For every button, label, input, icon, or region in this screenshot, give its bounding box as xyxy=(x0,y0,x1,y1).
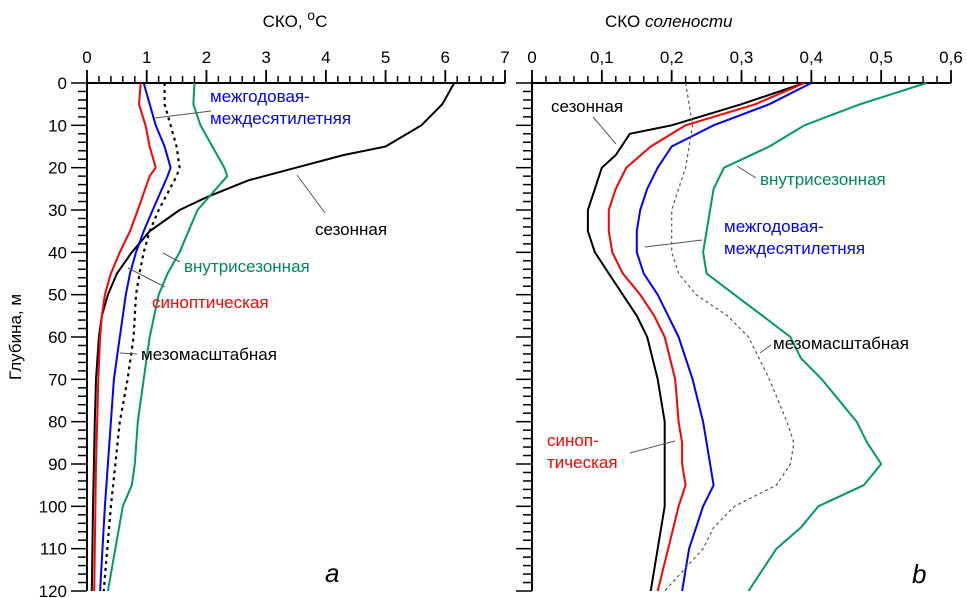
panel-a-temperature-std: СКО, оС 0 1 2 3 4 5 6 7 0 10 20 30 40 50 60 70 80 90 100 1… xyxy=(6,7,510,598)
y-tick-label: 70 xyxy=(48,370,67,389)
label-interannual-b-1: межгодовая- xyxy=(724,217,824,236)
label-seasonal-a: сезонная xyxy=(315,220,387,239)
series-line-b-3 xyxy=(664,82,795,592)
leader-mesoscale-b xyxy=(759,344,772,354)
leader-intraseasonal-b xyxy=(736,165,757,179)
x-tick-label: 0,4 xyxy=(800,48,824,67)
series-line-b-1 xyxy=(607,82,805,592)
label-synoptic-a: синоптическая xyxy=(152,293,269,312)
panel-b-title: СКО солености xyxy=(605,12,733,31)
panel-a-title: СКО, оС xyxy=(263,7,328,31)
x-tick-label: 0,2 xyxy=(660,48,684,67)
x-tick-label: 3 xyxy=(261,48,270,67)
leader-mesoscale-a xyxy=(119,352,138,355)
panel-b-series xyxy=(586,82,927,592)
series-line-a-4 xyxy=(106,82,229,592)
x-tick-label: 1 xyxy=(142,48,151,67)
y-tick-label: 40 xyxy=(48,243,67,262)
leader-synoptic-b xyxy=(629,440,676,454)
y-tick-label: 10 xyxy=(48,116,67,135)
label-synoptic-b-2: тическая xyxy=(547,453,618,472)
series-line-b-4 xyxy=(702,82,927,592)
y-tick-label: 60 xyxy=(48,328,67,347)
y-tick-label: 30 xyxy=(48,201,67,220)
leader-synoptic-a xyxy=(127,267,166,288)
label-interannual-a-1: межгодовая- xyxy=(210,87,310,106)
x-tick-label: 0 xyxy=(82,48,91,67)
y-tick-label: 120 xyxy=(39,582,67,598)
y-tick-label: 20 xyxy=(48,159,67,178)
x-tick-label: 7 xyxy=(500,48,509,67)
panel-b-x-axis: 0 0,1 0,2 0,3 0,4 0,5 0,6 xyxy=(527,48,963,84)
panel-b-label: b xyxy=(912,559,926,589)
panel-a-label: a xyxy=(325,558,339,588)
series-line-b-0 xyxy=(586,82,805,592)
y-tick-label: 80 xyxy=(48,413,67,432)
label-mesoscale-a: мезомасштабная xyxy=(141,345,277,364)
label-intraseasonal-a: внутрисезонная xyxy=(184,257,310,276)
panel-b-salinity-std: СКО солености 0 0,1 0,2 0,3 0,4 0,5 0,6 сезонн… xyxy=(516,12,963,592)
y-axis-title: Глубина, м xyxy=(6,294,25,380)
panel-a-series xyxy=(90,82,456,592)
x-tick-label: 4 xyxy=(321,48,330,67)
series-line-a-1 xyxy=(93,82,157,592)
panel-a-x-axis: 0 1 2 3 4 5 6 7 xyxy=(82,48,510,84)
label-interannual-b-2: междесятилетняя xyxy=(724,239,865,258)
x-tick-label: 0,6 xyxy=(939,48,963,67)
leader-intraseasonal-a xyxy=(162,252,181,263)
panel-b-y-axis xyxy=(516,82,533,592)
leader-seasonal-b xyxy=(592,116,617,145)
x-tick-label: 6 xyxy=(441,48,450,67)
y-tick-label: 50 xyxy=(48,286,67,305)
x-tick-label: 0,1 xyxy=(590,48,614,67)
leader-seasonal-a xyxy=(296,174,326,214)
panel-a-y-axis: 0 10 20 30 40 50 60 70 80 90 100 110 120 xyxy=(39,74,88,598)
panel-b-leaders xyxy=(592,116,772,454)
series-line-b-2 xyxy=(635,82,812,592)
x-tick-label: 2 xyxy=(202,48,211,67)
leader-interannual-a xyxy=(154,110,212,119)
leader-interannual-b xyxy=(644,239,703,248)
x-tick-label: 0 xyxy=(527,48,536,67)
panel-a-leaders xyxy=(119,110,326,355)
label-intraseasonal-b: внутрисезонная xyxy=(760,170,886,189)
label-seasonal-b: сезонная xyxy=(551,97,623,116)
series-line-a-2 xyxy=(99,82,172,592)
y-tick-label: 100 xyxy=(39,497,67,516)
y-tick-label: 90 xyxy=(48,455,67,474)
label-synoptic-b-1: синоп- xyxy=(547,431,599,450)
label-interannual-a-2: междесятилетняя xyxy=(210,109,351,128)
x-tick-label: 5 xyxy=(381,48,390,67)
y-tick-label: 110 xyxy=(40,540,67,559)
series-line-a-0 xyxy=(90,82,456,592)
label-mesoscale-b: мезомасштабная xyxy=(773,334,909,353)
y-tick-label: 0 xyxy=(58,74,67,93)
x-tick-label: 0,3 xyxy=(730,48,754,67)
x-tick-label: 0,5 xyxy=(869,48,893,67)
